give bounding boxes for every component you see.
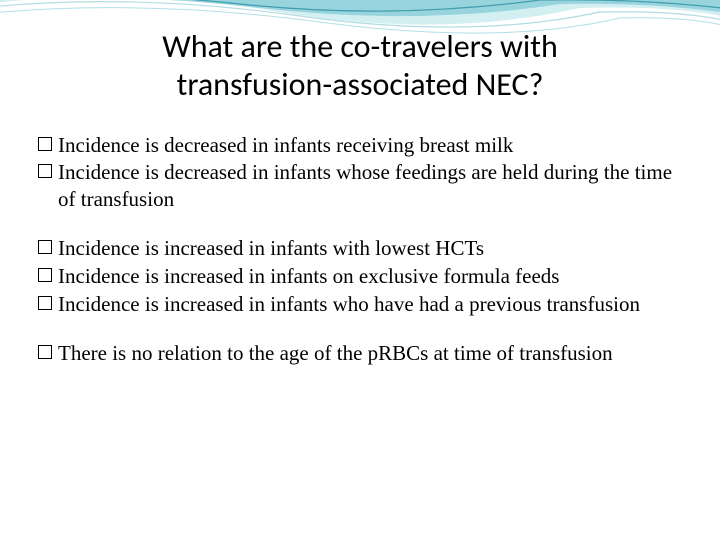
bullet-item: Incidence is decreased in infants receiv… bbox=[38, 132, 682, 159]
square-bullet-icon bbox=[38, 240, 52, 254]
bullet-text: Incidence is increased in infants with l… bbox=[58, 235, 682, 262]
bullet-item: Incidence is increased in infants who ha… bbox=[38, 291, 682, 318]
bullet-group-1: Incidence is decreased in infants receiv… bbox=[38, 132, 682, 214]
bullet-item: Incidence is increased in infants with l… bbox=[38, 235, 682, 262]
title-line-2: transfusion-associated NEC? bbox=[177, 65, 544, 104]
bullet-item: There is no relation to the age of the p… bbox=[38, 340, 682, 367]
bullet-item: Incidence is decreased in infants whose … bbox=[38, 159, 682, 213]
slide-content: What are the co-travelers with transfusi… bbox=[0, 0, 720, 409]
slide-title: What are the co-travelers with transfusi… bbox=[38, 28, 682, 104]
bullet-text: Incidence is increased in infants on exc… bbox=[58, 263, 682, 290]
square-bullet-icon bbox=[38, 164, 52, 178]
title-line-1: What are the co-travelers with bbox=[162, 27, 558, 66]
square-bullet-icon bbox=[38, 137, 52, 151]
bullet-group-2: Incidence is increased in infants with l… bbox=[38, 235, 682, 318]
square-bullet-icon bbox=[38, 345, 52, 359]
bullet-text: There is no relation to the age of the p… bbox=[58, 340, 682, 367]
square-bullet-icon bbox=[38, 268, 52, 282]
bullet-text: Incidence is decreased in infants receiv… bbox=[58, 132, 682, 159]
bullet-group-3: There is no relation to the age of the p… bbox=[38, 340, 682, 367]
square-bullet-icon bbox=[38, 296, 52, 310]
bullet-item: Incidence is increased in infants on exc… bbox=[38, 263, 682, 290]
bullet-text: Incidence is increased in infants who ha… bbox=[58, 291, 682, 318]
bullet-text: Incidence is decreased in infants whose … bbox=[58, 159, 682, 213]
